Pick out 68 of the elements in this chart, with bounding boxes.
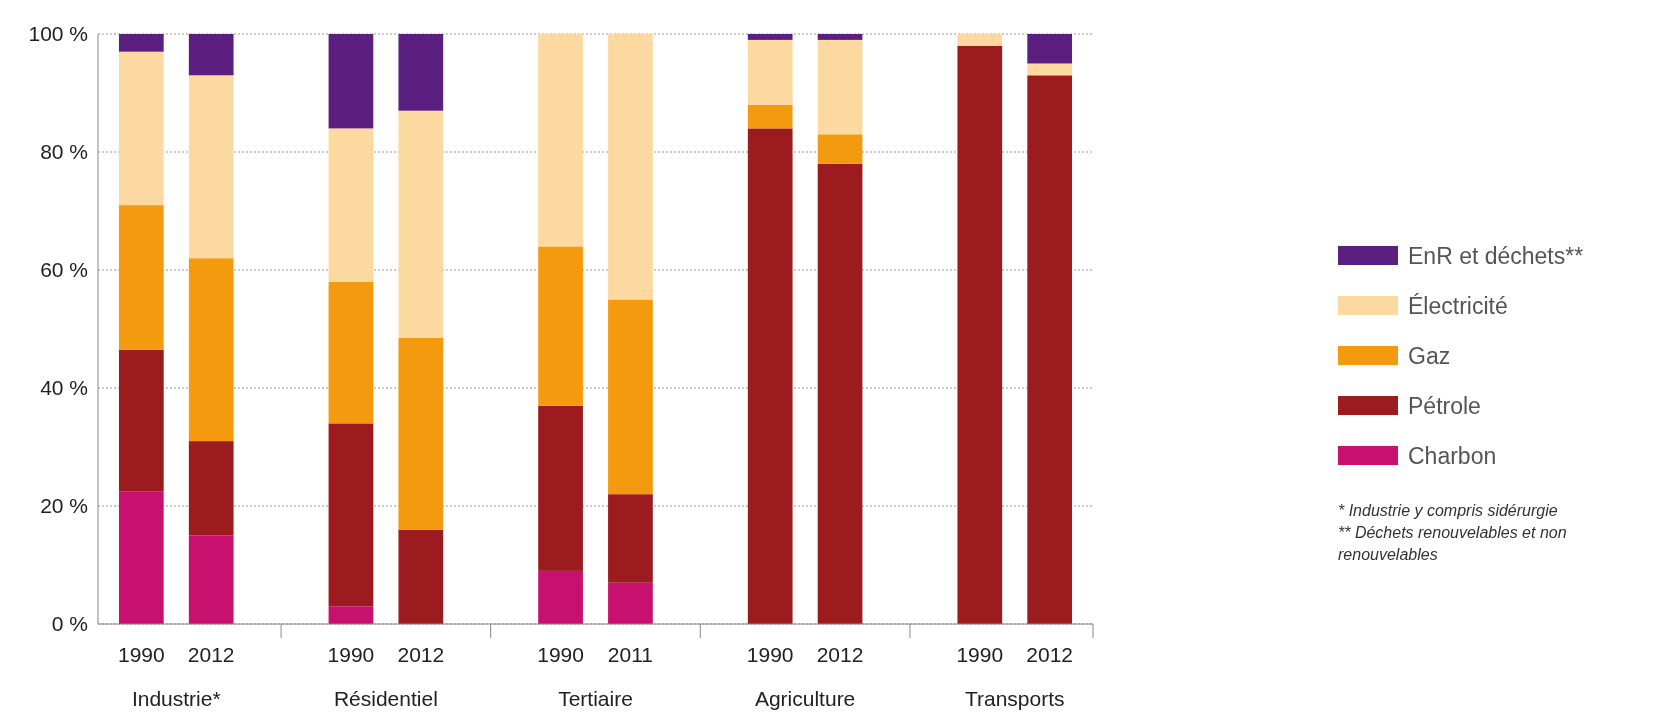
bar <box>398 337 444 530</box>
bar <box>118 349 164 492</box>
bar <box>188 75 234 259</box>
x-tick-label: 2011 <box>607 643 654 666</box>
bar <box>328 128 374 282</box>
bar <box>608 299 653 495</box>
y-tick-label: 0 % <box>51 612 88 636</box>
bar <box>328 423 374 607</box>
bar <box>817 134 863 164</box>
bar <box>608 494 653 583</box>
bar <box>118 51 164 206</box>
bar <box>747 34 793 40</box>
bar <box>817 34 863 40</box>
legend-label: Charbon <box>1408 443 1497 470</box>
bar <box>538 405 583 571</box>
text: Industrie* <box>131 687 221 710</box>
text: Agriculture <box>754 687 856 710</box>
x-tick-label: 1990 <box>956 643 1004 666</box>
legend-label: Gaz <box>1408 343 1451 370</box>
text: Tertiaire <box>558 687 633 710</box>
bar <box>188 535 234 624</box>
bar <box>398 529 444 624</box>
text: ** Déchets renouvelables et non renouvelables <box>1338 524 1567 563</box>
x-tick-label: 2012 <box>816 643 864 666</box>
bar <box>328 281 374 424</box>
y-tick-label: 40 % <box>40 376 88 400</box>
bar <box>1027 63 1073 76</box>
x-tick-label: 2012 <box>187 643 235 666</box>
text: Résidentiel <box>333 687 438 710</box>
bar <box>398 34 444 111</box>
bar <box>538 246 583 406</box>
x-tick-label: 1990 <box>327 643 375 666</box>
text: Transports <box>964 687 1065 710</box>
legend-label: Pétrole <box>1408 393 1481 420</box>
bar <box>188 441 234 536</box>
bar <box>538 34 583 247</box>
bar <box>328 34 374 129</box>
bar <box>1027 75 1073 624</box>
bar <box>188 34 234 76</box>
bar <box>817 163 863 624</box>
bar <box>328 606 374 624</box>
bar <box>747 128 793 624</box>
legend-label: EnR et déchets** <box>1408 243 1584 270</box>
bar <box>957 34 1003 46</box>
x-tick-label: 2012 <box>397 643 445 666</box>
legend-label: Électricité <box>1408 293 1508 320</box>
y-tick-label: 60 % <box>40 258 88 282</box>
x-tick-label: 1990 <box>537 643 584 666</box>
bar <box>538 570 583 624</box>
bar <box>118 34 164 52</box>
bar <box>747 104 793 129</box>
bar <box>118 491 164 624</box>
bar <box>817 39 863 135</box>
x-tick-label: 1990 <box>117 643 165 666</box>
bar <box>608 34 653 300</box>
text: * Industrie y compris sidérurgie <box>1338 502 1558 519</box>
bar <box>188 258 234 442</box>
bar <box>747 39 793 105</box>
bar <box>608 582 653 624</box>
y-tick-label: 100 % <box>28 22 88 46</box>
bar <box>118 205 164 350</box>
bar <box>1027 34 1073 64</box>
y-tick-label: 20 % <box>40 494 88 518</box>
y-tick-label: 80 % <box>40 140 88 164</box>
bar <box>957 45 1003 624</box>
x-tick-label: 1990 <box>746 643 794 666</box>
x-tick-label: 2012 <box>1026 643 1074 666</box>
bar <box>398 110 444 338</box>
